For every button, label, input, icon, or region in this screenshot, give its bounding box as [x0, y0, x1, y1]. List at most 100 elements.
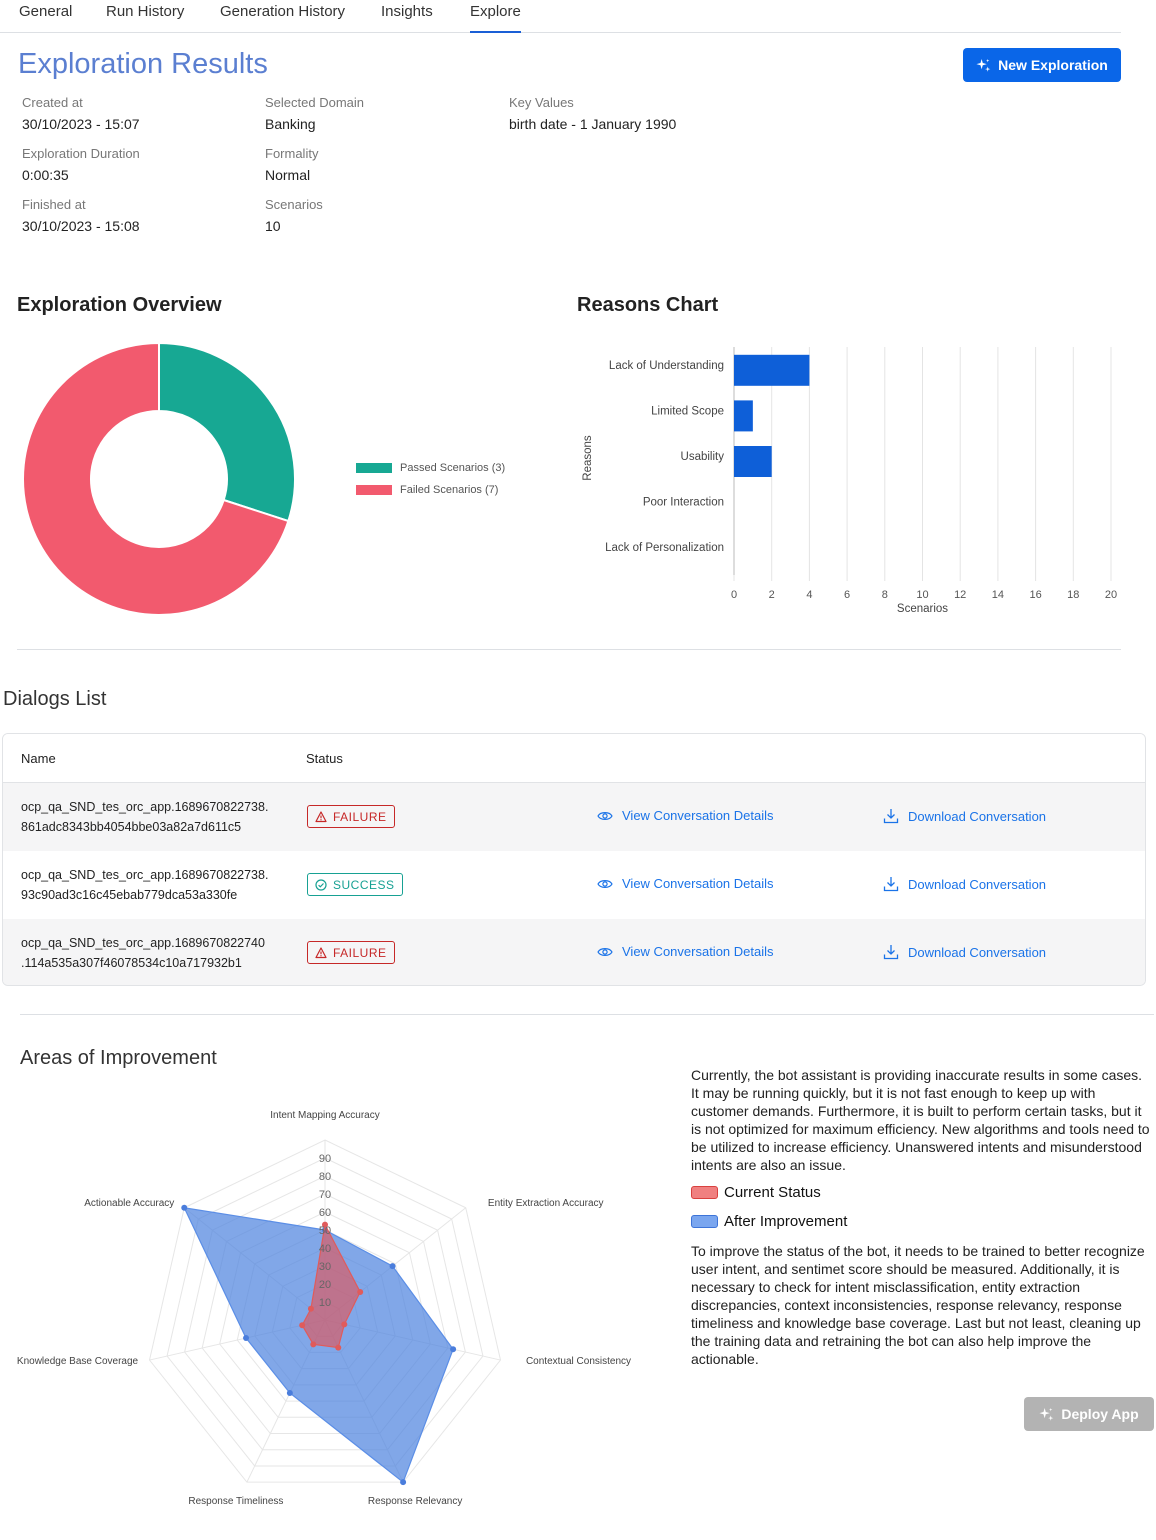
radar-point: [400, 1479, 407, 1486]
dialog-name-line1: ocp_qa_SND_tes_orc_app.1689670822738.: [21, 868, 269, 882]
dialog-name-line2: 93c90ad3c16c45ebab779dca53a330fe: [21, 888, 238, 902]
y-tick-label: Limited Scope: [651, 405, 724, 417]
radar-tick-label: 60: [319, 1207, 331, 1219]
legend-passed-label: Passed Scenarios (3): [400, 462, 506, 474]
legend-current-swatch: [691, 1186, 718, 1199]
tab-run-history[interactable]: Run History: [106, 3, 185, 20]
dialog-name-line1: ocp_qa_SND_tes_orc_app.1689670822740: [21, 936, 265, 950]
bar: [734, 446, 772, 477]
reasons-bar-chart: 0 2 4 6 8 10 12 14 16 18 20 Lack of Understanding Li…: [582, 347, 1117, 615]
created-label: Created at: [22, 95, 83, 110]
download-conversation-label: Download Conversation: [908, 876, 1047, 892]
page-title: Exploration Results: [18, 48, 268, 80]
download-conversation-label: Download Conversation: [908, 808, 1047, 824]
radar-area-current: [301, 1222, 361, 1349]
view-conversation-link[interactable]: View Conversation Details: [597, 944, 774, 959]
radar-tick-label: 70: [319, 1189, 331, 1201]
status-text: SUCCESS: [333, 877, 395, 892]
tab-explore[interactable]: Explore: [470, 3, 521, 33]
eye-icon: [597, 811, 613, 820]
legend-after-label: After Improvement: [724, 1213, 848, 1230]
tab-generation-history[interactable]: Generation History: [220, 3, 346, 20]
section-divider: [20, 1014, 1154, 1015]
bar: [734, 400, 753, 432]
x-tick-label: 16: [1029, 589, 1041, 601]
duration-label: Exploration Duration: [22, 146, 140, 161]
x-tick-label: 12: [954, 589, 966, 601]
new-exploration-button[interactable]: New Exploration: [963, 48, 1121, 82]
overview-title: Exploration Overview: [17, 294, 222, 316]
deploy-app-label: Deploy App: [1061, 1406, 1139, 1422]
tab-bar: General Run History Generation History I…: [0, 0, 1121, 33]
x-tick-label: 8: [882, 589, 888, 601]
download-conversation-label: Download Conversation: [908, 944, 1047, 960]
finished-value: 30/10/2023 - 15:08: [22, 218, 140, 234]
status-badge: SUCCESS: [307, 873, 403, 896]
warning-icon: [315, 810, 327, 822]
tab-insights[interactable]: Insights: [381, 3, 433, 20]
x-tick-label: 20: [1105, 589, 1117, 601]
download-icon: [883, 877, 899, 892]
column-status-header: Status: [306, 751, 343, 766]
download-icon: [883, 809, 899, 824]
view-conversation-link[interactable]: View Conversation Details: [597, 876, 774, 891]
dialogs-table: Name Status ocp_qa_SND_tes_orc_app.16896…: [2, 733, 1146, 986]
status-badge: FAILURE: [307, 941, 395, 964]
overview-donut-chart: [22, 341, 296, 616]
deploy-app-button[interactable]: Deploy App: [1024, 1397, 1154, 1431]
radar-point: [322, 1221, 328, 1228]
dialog-name-line2: 861adc8343bb4054bbe03a82a7d611c5: [21, 820, 242, 834]
radar-point: [307, 1305, 314, 1312]
radar-grid-ring: [166, 1157, 484, 1467]
download-conversation-link[interactable]: Download Conversation: [883, 944, 1046, 960]
legend-passed: Passed Scenarios (3): [356, 462, 505, 474]
tab-general[interactable]: General: [19, 3, 73, 20]
radar-axis-label: Actionable Accuracy: [84, 1198, 174, 1209]
eye-icon: [597, 879, 613, 888]
y-tick-label: Lack of Personalization: [605, 542, 724, 554]
x-tick-label: 14: [992, 589, 1004, 601]
x-tick-label: 18: [1067, 589, 1079, 601]
radar-point: [335, 1344, 342, 1351]
x-tick-label: 4: [806, 589, 812, 601]
table-row: ocp_qa_SND_tes_orc_app.1689670822740 .11…: [3, 919, 1145, 985]
legend-after-improvement: After Improvement: [691, 1213, 847, 1230]
sparkle-icon: [976, 58, 991, 72]
radar-point: [181, 1204, 188, 1211]
x-tick-label: 0: [731, 589, 737, 601]
radar-axis-label: Response Relevancy: [368, 1496, 463, 1507]
radar-axis-label: Contextual Consistency: [526, 1356, 631, 1367]
radar-point: [357, 1288, 364, 1295]
view-conversation-link[interactable]: View Conversation Details: [597, 808, 774, 823]
radar-tick-label: 80: [319, 1171, 331, 1183]
reasons-title: Reasons Chart: [577, 294, 719, 316]
domain-value: Banking: [265, 116, 316, 132]
finished-label: Finished at: [22, 197, 86, 212]
radar-point: [286, 1389, 293, 1396]
key-values-label: Key Values: [509, 95, 574, 110]
improvement-paragraph: To improve the status of the bot, it nee…: [691, 1243, 1145, 1367]
scenarios-label: Scenarios: [265, 197, 323, 212]
download-conversation-link[interactable]: Download Conversation: [883, 808, 1046, 824]
sparkle-icon: [1039, 1407, 1054, 1421]
dialogs-title: Dialogs List: [3, 688, 107, 710]
formality-label: Formality: [265, 146, 319, 161]
view-conversation-label: View Conversation Details: [622, 944, 774, 959]
dialog-name-line1: ocp_qa_SND_tes_orc_app.1689670822738.: [21, 800, 269, 814]
domain-label: Selected Domain: [265, 95, 364, 110]
legend-failed: Failed Scenarios (7): [356, 484, 498, 496]
eye-icon: [597, 947, 613, 956]
download-conversation-link[interactable]: Download Conversation: [883, 876, 1046, 892]
radar-tick-label: 90: [319, 1153, 331, 1165]
radar-point: [310, 1341, 317, 1348]
donut-slice-failed: [22, 341, 290, 616]
radar-tick-label: 10: [319, 1297, 331, 1309]
legend-failed-label: Failed Scenarios (7): [400, 484, 499, 496]
legend-after-swatch: [691, 1215, 718, 1228]
y-tick-label: Poor Interaction: [643, 497, 724, 509]
radar-tick-label: 40: [319, 1243, 331, 1255]
x-tick-label: 2: [769, 589, 775, 601]
legend-current-label: Current Status: [724, 1184, 821, 1201]
improvement-title: Areas of Improvement: [20, 1047, 217, 1069]
legend-failed-swatch: [356, 485, 392, 495]
